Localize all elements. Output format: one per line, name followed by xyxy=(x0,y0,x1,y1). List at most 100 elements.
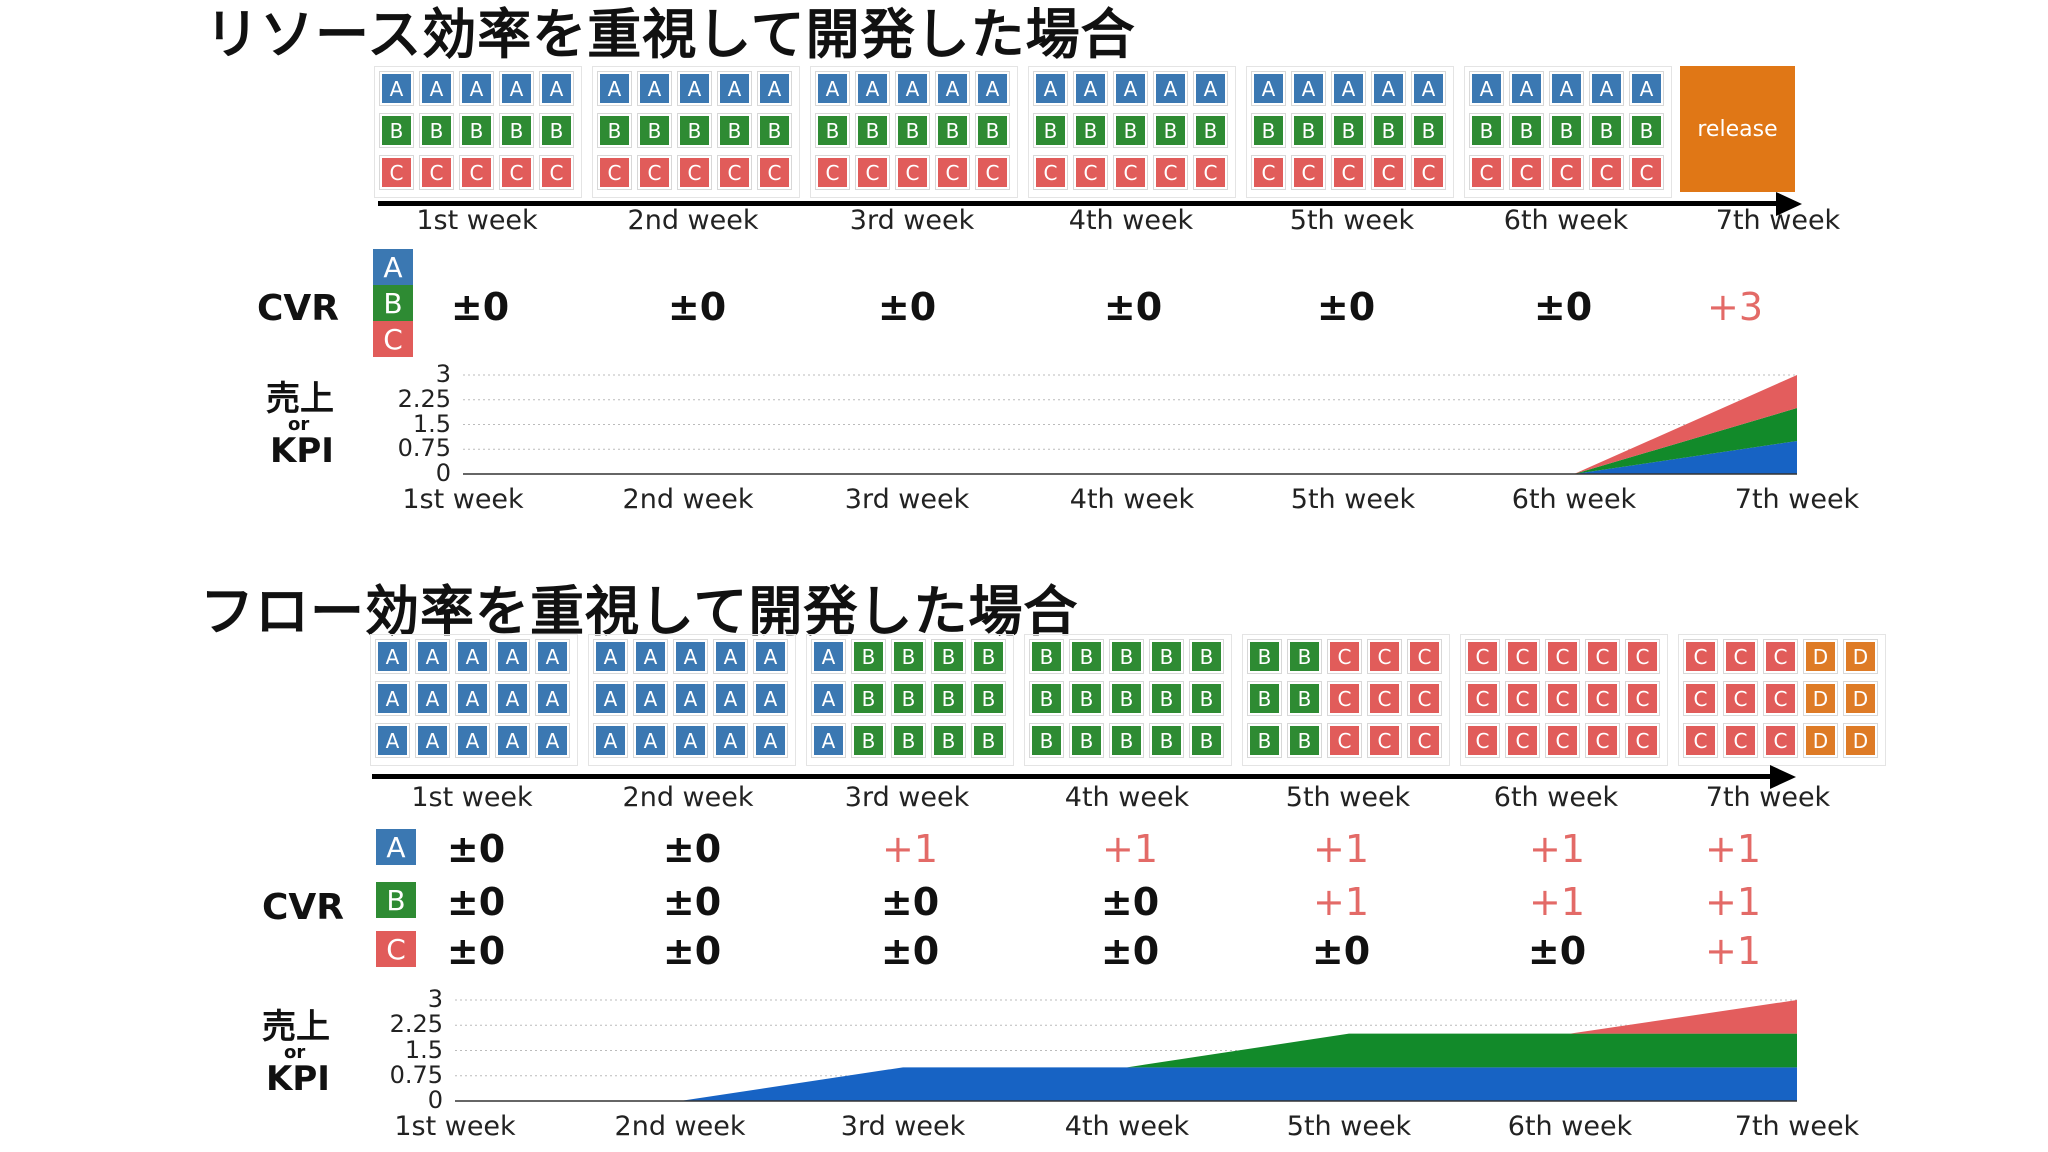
tile-a: A xyxy=(495,681,530,716)
tile-c: C xyxy=(1327,639,1362,674)
tile-c: C xyxy=(379,155,414,190)
tile-a: A xyxy=(633,639,668,674)
cvr-badge-c: C xyxy=(373,321,413,357)
flow-week-box xyxy=(588,634,796,766)
tile-c: C xyxy=(1291,155,1326,190)
tile-a: A xyxy=(1113,71,1148,106)
tile-c: C xyxy=(1251,155,1286,190)
tile-a: A xyxy=(375,681,410,716)
tile-a: A xyxy=(539,71,574,106)
tile-c: C xyxy=(1407,639,1442,674)
tile-c: C xyxy=(597,155,632,190)
tile-a: A xyxy=(593,681,628,716)
tile-b: B xyxy=(1033,113,1068,148)
tile-c: C xyxy=(1193,155,1228,190)
tile-c: C xyxy=(1505,723,1540,758)
tile-c: C xyxy=(1585,723,1620,758)
tile-a: A xyxy=(673,723,708,758)
tile-a: A xyxy=(713,723,748,758)
flow-x-label: 5th week xyxy=(1286,1111,1412,1142)
tile-b: B xyxy=(931,681,966,716)
tile-b: B xyxy=(1149,639,1184,674)
flow-y-tick: 2.25 xyxy=(389,1010,443,1039)
tile-b: B xyxy=(1149,723,1184,758)
tile-a: A xyxy=(811,681,846,716)
tile-c: C xyxy=(1505,639,1540,674)
resource-week-box xyxy=(1464,66,1672,198)
tile-b: B xyxy=(975,113,1010,148)
tile-c: C xyxy=(1545,723,1580,758)
tile-a: A xyxy=(637,71,672,106)
tile-c: C xyxy=(1763,723,1798,758)
tile-a: A xyxy=(1033,71,1068,106)
tile-b: B xyxy=(1247,639,1282,674)
flow-week-box xyxy=(806,634,1014,766)
resource-week-label: 1st week xyxy=(416,205,538,236)
cvr-value: ±0 xyxy=(662,880,722,924)
tile-b: B xyxy=(1287,639,1322,674)
tile-a: A xyxy=(415,639,450,674)
tile-b: B xyxy=(931,723,966,758)
flow-week-label: 7th week xyxy=(1705,782,1831,813)
tile-a: A xyxy=(379,71,414,106)
tile-a: A xyxy=(1549,71,1584,106)
tile-a: A xyxy=(597,71,632,106)
tile-a: A xyxy=(753,639,788,674)
flow-y-tick: 3 xyxy=(427,985,443,1013)
tile-b: B xyxy=(815,113,850,148)
cvr-value: ±0 xyxy=(1311,929,1371,973)
tile-a: A xyxy=(673,681,708,716)
tile-c: C xyxy=(1367,681,1402,716)
tile-a: A xyxy=(375,723,410,758)
tile-a: A xyxy=(1469,71,1504,106)
tile-b: B xyxy=(1109,681,1144,716)
tile-c: C xyxy=(815,155,850,190)
tile-a: A xyxy=(535,681,570,716)
resource-week-label: 3rd week xyxy=(849,205,975,236)
tile-c: C xyxy=(1585,681,1620,716)
tile-b: B xyxy=(1189,639,1224,674)
resource-timeline-arrowhead xyxy=(1776,192,1802,216)
flow-week-box xyxy=(370,634,578,766)
cvr-value: +1 xyxy=(1704,880,1762,924)
tile-c: C xyxy=(1407,681,1442,716)
tile-c: C xyxy=(935,155,970,190)
resource-x-label: 3rd week xyxy=(844,484,970,515)
tile-a: A xyxy=(1331,71,1366,106)
cvr-value: +1 xyxy=(881,827,939,871)
cvr-value: ±0 xyxy=(1100,880,1160,924)
tile-a: A xyxy=(811,723,846,758)
tile-a: A xyxy=(455,723,490,758)
tile-a: A xyxy=(459,71,494,106)
tile-c: C xyxy=(1367,639,1402,674)
cvr-value: ±0 xyxy=(446,827,506,871)
flow-kpi-label-bottom: KPI xyxy=(266,1059,330,1099)
tile-a: A xyxy=(935,71,970,106)
resource-week-label: 5th week xyxy=(1289,205,1415,236)
cvr-value: +1 xyxy=(1704,827,1762,871)
tile-c: C xyxy=(1625,723,1660,758)
cvr-badge-c: C xyxy=(376,931,416,967)
tile-b: B xyxy=(1371,113,1406,148)
tile-a: A xyxy=(495,723,530,758)
cvr-badge-b: B xyxy=(376,882,416,918)
tile-a: A xyxy=(1073,71,1108,106)
cvr-value: +3 xyxy=(1706,285,1764,329)
tile-c: C xyxy=(1033,155,1068,190)
flow-x-label: 6th week xyxy=(1507,1111,1633,1142)
tile-b: B xyxy=(931,639,966,674)
tile-c: C xyxy=(1407,723,1442,758)
tile-c: C xyxy=(717,155,752,190)
tile-c: C xyxy=(1113,155,1148,190)
tile-d: D xyxy=(1843,681,1878,716)
tile-c: C xyxy=(1505,681,1540,716)
tile-a: A xyxy=(1153,71,1188,106)
cvr-value: ±0 xyxy=(1316,285,1376,329)
tile-b: B xyxy=(1073,113,1108,148)
tile-b: B xyxy=(1029,681,1064,716)
flow-week-box xyxy=(1024,634,1232,766)
cvr-value: ±0 xyxy=(1100,929,1160,973)
tile-a: A xyxy=(1411,71,1446,106)
flow-week-label: 5th week xyxy=(1285,782,1411,813)
